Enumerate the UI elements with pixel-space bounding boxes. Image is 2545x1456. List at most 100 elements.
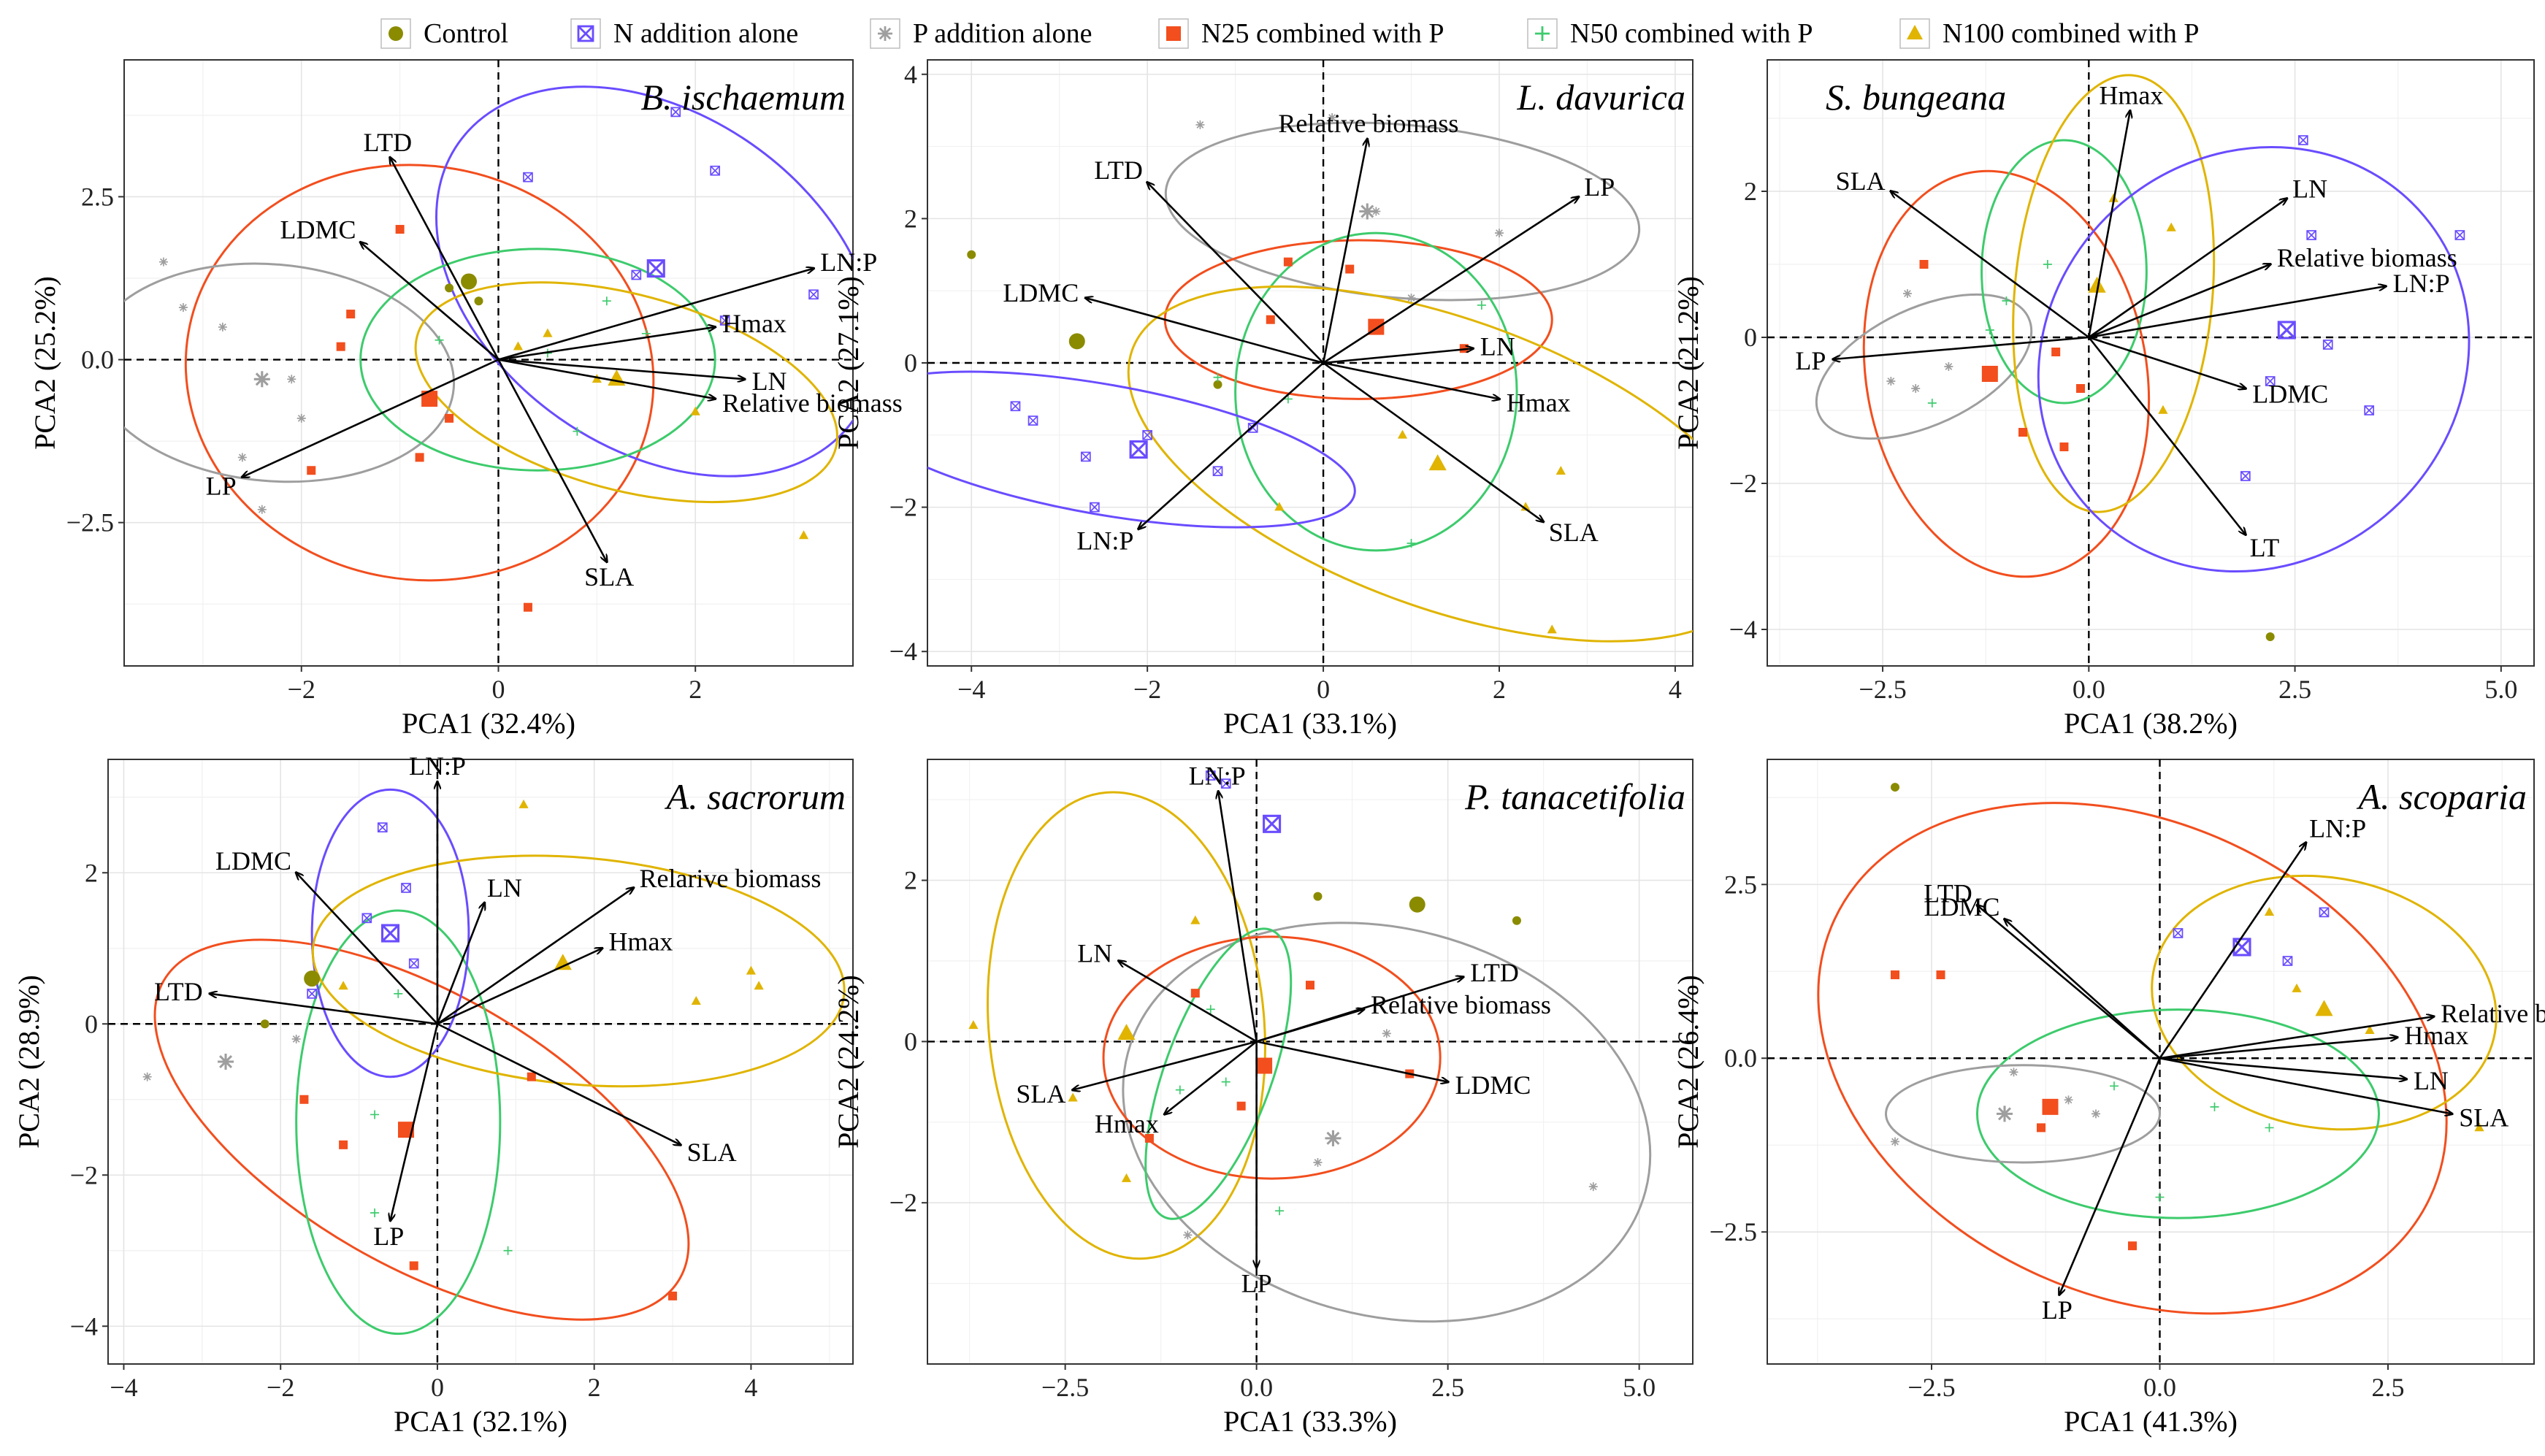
plot-frame xyxy=(123,59,854,667)
grid xyxy=(927,759,1693,1364)
loading-arrow xyxy=(1147,183,1324,364)
point-n25 xyxy=(307,466,316,475)
confidence-ellipse-n100 xyxy=(986,791,1266,1260)
loading-arrow xyxy=(1323,348,1473,364)
x-tick-label: 2 xyxy=(689,675,702,704)
loading-label: SLA xyxy=(687,1138,737,1167)
centroid-n_alone xyxy=(1263,814,1282,833)
loading-arrow xyxy=(1218,792,1258,1042)
point-n100 xyxy=(2264,907,2275,916)
centroid-control xyxy=(461,273,478,290)
centroid-p_alone xyxy=(1997,1106,2013,1122)
point-n50 xyxy=(1283,394,1293,404)
x-tick-label: 0 xyxy=(491,675,505,704)
point-p_alone xyxy=(1313,1158,1323,1167)
x-axis-label: PCA1 (33.3%) xyxy=(1223,1405,1397,1438)
point-n_alone xyxy=(361,913,372,924)
point-n_alone xyxy=(307,989,317,999)
point-n25 xyxy=(1919,260,1929,269)
point-control xyxy=(1313,892,1323,901)
loading-label: LDMC xyxy=(1455,1070,1531,1100)
x-tick-label: −2 xyxy=(288,675,315,704)
y-tick-label: 0 xyxy=(85,1009,98,1038)
plot-frame xyxy=(927,759,1694,1365)
point-p_alone xyxy=(2092,1109,2100,1119)
loading-arrow xyxy=(2088,337,2246,534)
point-n_alone xyxy=(401,883,411,893)
legend-key xyxy=(870,18,900,49)
y-tick-label: 2 xyxy=(85,858,98,887)
legend-label: N addition alone xyxy=(613,18,799,49)
loading-label: LTD xyxy=(1470,958,1519,987)
loading-arrow xyxy=(1086,298,1324,364)
point-n50 xyxy=(1407,539,1416,548)
legend: Control N addition alone P addition alone N… xyxy=(0,0,2545,64)
legend-symbol xyxy=(1907,25,1923,39)
point-n50 xyxy=(2110,1081,2119,1091)
point-p_alone xyxy=(1382,1029,1391,1038)
confidence-ellipse-n25 xyxy=(1862,169,2151,578)
legend-item-p_alone: P addition alone xyxy=(869,16,1092,51)
x-tick-label: −4 xyxy=(957,675,985,704)
confidence-ellipse-n_alone xyxy=(310,788,470,1078)
point-n50 xyxy=(2210,1102,2219,1111)
loading-label: LN xyxy=(2414,1066,2449,1095)
loading-arrow xyxy=(2159,1057,2452,1114)
x-tick-label: 0 xyxy=(1317,675,1330,704)
confidence-ellipse-n25 xyxy=(1163,239,1553,400)
point-p_alone xyxy=(2064,1095,2073,1105)
point-p_alone xyxy=(218,322,227,332)
legend-item-control: Control xyxy=(380,16,508,51)
loading-arrow xyxy=(2005,919,2161,1060)
x-tick-label: −2 xyxy=(267,1373,294,1402)
y-axis-label: PCA2 (25.2%) xyxy=(28,276,61,450)
loading-arrow xyxy=(1323,197,1578,364)
x-tick-label: −2 xyxy=(1133,675,1161,704)
legend-key xyxy=(1899,18,1930,49)
point-p_alone xyxy=(1328,113,1337,123)
centroid-control xyxy=(1409,896,1425,913)
x-tick-label: 4 xyxy=(744,1373,757,1402)
loading-label: LDMC xyxy=(1003,278,1079,307)
centroid-n_alone xyxy=(2277,321,2296,340)
point-n50 xyxy=(573,426,582,436)
point-n_alone xyxy=(1212,466,1223,477)
confidence-ellipse-n50 xyxy=(295,909,502,1336)
loading-label: LN:P xyxy=(2393,269,2450,298)
y-axis-label: PCA2 (28.9%) xyxy=(12,975,45,1149)
x-tick-label: 2 xyxy=(588,1373,601,1402)
confidence-ellipse-n25 xyxy=(1817,802,2448,1315)
y-tick-label: 0 xyxy=(904,348,917,378)
loading-label: Relative biomass xyxy=(2441,999,2545,1028)
loading-label: SLA xyxy=(1016,1079,1065,1108)
point-n_alone xyxy=(1220,778,1231,789)
point-n100 xyxy=(543,328,553,337)
loading-arrow xyxy=(1978,905,2161,1060)
loading-arrow xyxy=(2088,111,2129,338)
point-n100 xyxy=(513,341,524,350)
centroid-p_alone xyxy=(1359,203,1376,220)
point-n25 xyxy=(2076,384,2086,393)
loading-arrow xyxy=(497,359,606,562)
centroid-n_alone xyxy=(646,259,665,278)
centroid-p_alone xyxy=(1325,1130,1342,1146)
point-n_alone xyxy=(1247,423,1258,433)
point-n_alone xyxy=(631,269,642,280)
loading-label: LN:P xyxy=(1189,761,1246,790)
point-n_alone xyxy=(1205,770,1216,781)
point-p_alone xyxy=(1195,120,1205,129)
centroid-n100 xyxy=(2315,1000,2333,1016)
point-n_alone xyxy=(710,165,721,176)
y-tick-label: −4 xyxy=(889,637,917,666)
point-n_alone xyxy=(1080,451,1091,462)
y-tick-label: 2.5 xyxy=(81,182,114,211)
y-tick-label: −2 xyxy=(889,1188,917,1217)
loading-arrow xyxy=(2088,336,2246,388)
loading-label: LDMC xyxy=(280,215,356,245)
point-n_alone xyxy=(1142,429,1152,440)
loading-arrow xyxy=(1891,191,2090,339)
point-n50 xyxy=(394,989,403,998)
point-n_alone xyxy=(2240,471,2251,481)
